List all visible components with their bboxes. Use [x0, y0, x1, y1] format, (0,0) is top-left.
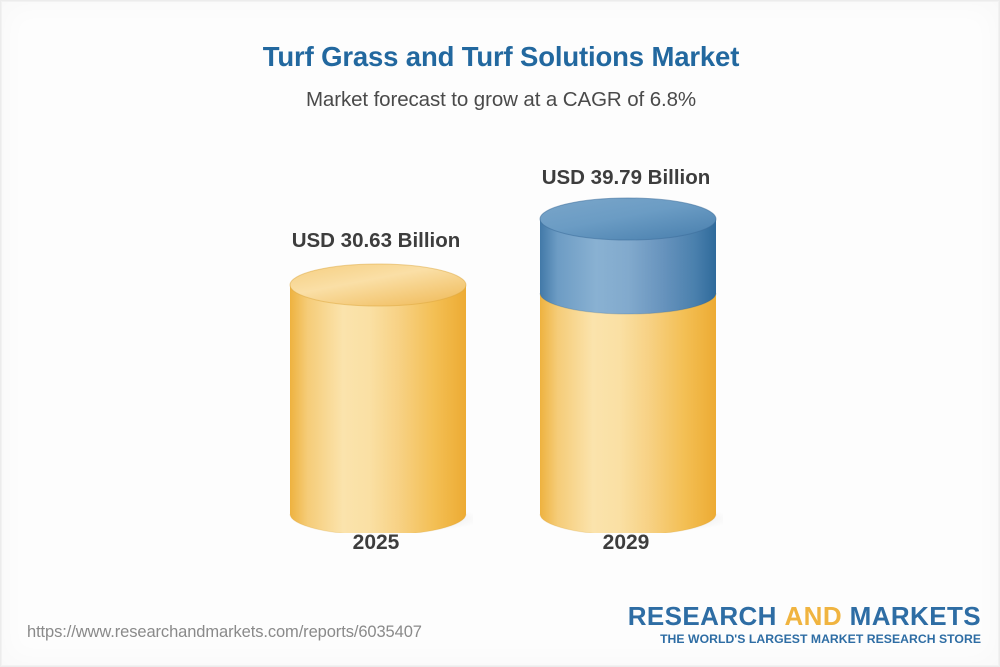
logo-tagline: THE WORLD'S LARGEST MARKET RESEARCH STOR… — [660, 632, 981, 647]
axis-label-2025: 2025 — [352, 531, 400, 554]
report-url[interactable]: https://www.researchandmarkets.com/repor… — [27, 623, 422, 641]
chart-subtitle: Market forecast to grow at a CAGR of 6.8… — [305, 88, 697, 111]
logo-word-and: AND — [784, 601, 843, 631]
chart-title: Turf Grass and Turf Solutions Market — [262, 41, 740, 72]
bar-cylinder-2025-svg — [289, 263, 483, 536]
bar-cylinder-2029-svg — [539, 197, 733, 536]
logo-word-markets: MARKETS — [849, 601, 981, 631]
bar-cylinder-2029 — [533, 197, 733, 536]
logo-wordmark: RESEARCH AND MARKETS — [627, 601, 981, 631]
bar-segment-base — [540, 293, 716, 535]
bar-segment-divider — [539, 292, 717, 315]
bar-top-cap — [540, 198, 716, 240]
bar-body — [290, 285, 466, 535]
logo-word-research: RESEARCH — [627, 601, 777, 631]
axis-label-2029: 2029 — [602, 531, 650, 554]
bar-value-label-2029: USD 39.79 Billion — [541, 166, 711, 189]
research-and-markets-logo[interactable]: RESEARCH AND MARKETS THE WORLD'S LARGEST… — [627, 601, 981, 647]
bar-cylinder-2025 — [283, 263, 483, 536]
bar-top-cap-edge — [289, 263, 467, 307]
bar-top-cap — [290, 264, 466, 306]
bar-value-label-2025: USD 30.63 Billion — [291, 229, 461, 252]
bar-segment-growth — [540, 219, 716, 314]
bar-top-cap-edge — [539, 197, 717, 241]
